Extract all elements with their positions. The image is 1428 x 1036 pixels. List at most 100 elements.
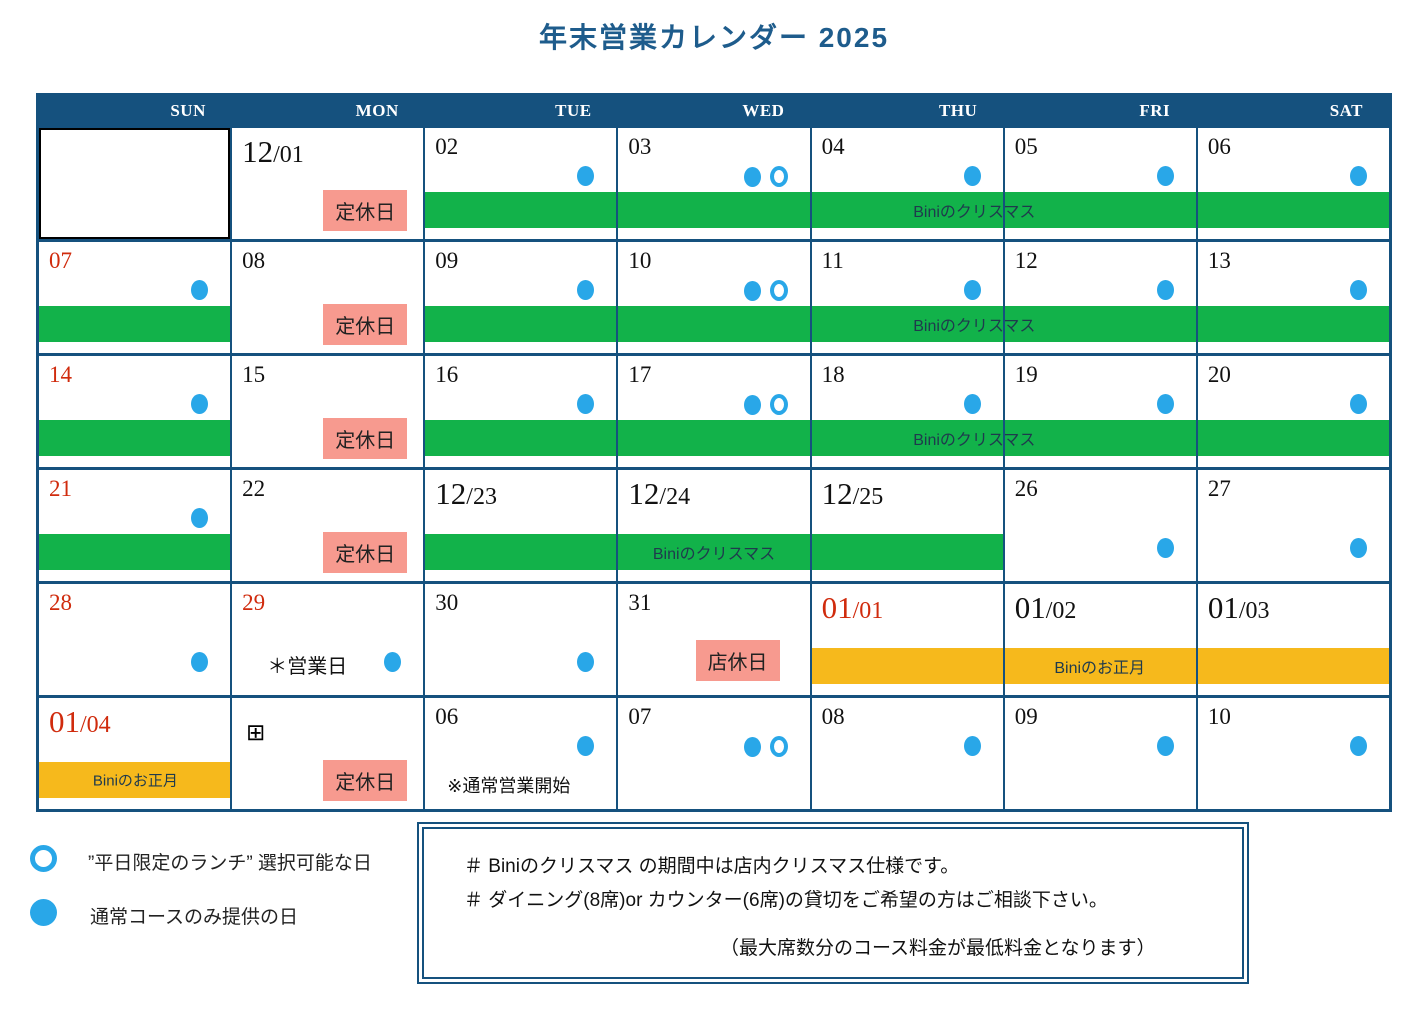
- day-status-dots: [963, 736, 981, 756]
- christmas-bar: [39, 420, 232, 456]
- date-month-part: 01: [821, 590, 853, 625]
- date-label: 26: [1014, 476, 1038, 501]
- date-label: 09: [435, 248, 459, 273]
- date-label: 21: [49, 476, 72, 501]
- filled-dot-icon: [743, 166, 761, 187]
- date-label: 15: [242, 362, 266, 387]
- bar-label: Biniのクリスマス: [913, 432, 1036, 449]
- date-month-part: 01: [1014, 590, 1046, 625]
- day-status-dots: [1156, 538, 1174, 558]
- day-cell: 11: [812, 242, 1005, 353]
- day-status-dots: [963, 394, 981, 414]
- day-status-dots: [743, 280, 788, 301]
- filled-dot-icon: [191, 508, 209, 528]
- day-cell: 09: [425, 242, 619, 353]
- christmas-bar: [39, 534, 232, 570]
- weekday-header: FRI: [1139, 100, 1171, 120]
- note-line-1: ＃ Biniのクリスマス の期間中は店内クリスマス仕様です。: [464, 856, 960, 877]
- date-month-part: 12: [821, 476, 853, 511]
- day-status-dots: [577, 652, 595, 672]
- filled-dot-icon: [1349, 280, 1367, 300]
- day-cell: 12/25: [812, 470, 1005, 581]
- date-day-part: /24: [659, 484, 691, 510]
- date-label: 06: [1207, 134, 1231, 159]
- day-cell: 27: [1198, 470, 1389, 581]
- filled-dot-icon: [1349, 166, 1367, 186]
- date-label: 28: [49, 590, 72, 615]
- week-row: Biniのクリスマス 12/01 定休日 02 03 04 05 06: [39, 125, 1389, 239]
- date-label: 01/02: [1015, 590, 1077, 626]
- date-label: 11: [821, 248, 844, 273]
- filled-dot-icon: [577, 280, 595, 300]
- day-cell: 10: [618, 242, 812, 353]
- page-title: 年末営業カレンダー 2025: [538, 22, 890, 53]
- filled-dot-icon: [963, 736, 981, 756]
- filled-dot-icon: [1349, 538, 1367, 558]
- filled-dot-icon: [577, 652, 595, 672]
- regular-closed-badge: 定休日: [323, 190, 408, 231]
- christmas-bar: Biniのクリスマス: [424, 420, 1389, 456]
- date-label: 05: [1014, 134, 1038, 159]
- missing-glyph-icon: ⊞: [246, 720, 266, 746]
- day-cell: 14: [39, 356, 233, 467]
- day-status-dots: [191, 652, 209, 672]
- shop-holiday-badge: 店休日: [695, 640, 780, 681]
- filled-dot-icon: [191, 394, 209, 414]
- filled-dot-icon: [1156, 538, 1174, 558]
- filled-dot-icon: [384, 652, 402, 672]
- day-cell: 12/23: [425, 470, 619, 581]
- regular-closed-badge: 定休日: [323, 760, 408, 801]
- note-line-3: （最大席数分のコース料金が最低料金となります）: [720, 938, 1156, 959]
- bar-label: Biniのクリスマス: [913, 204, 1036, 221]
- day-cell: 05: [1005, 128, 1198, 239]
- day-status-dots: [1156, 736, 1174, 756]
- day-status-dots: [1349, 280, 1367, 300]
- legend-filled-circle-label: 通常コースのみ提供の日: [90, 907, 299, 928]
- day-cell: 01/02: [1005, 584, 1198, 695]
- regular-closed-badge: 定休日: [323, 418, 408, 459]
- day-cell: 10: [1198, 698, 1389, 809]
- day-status-dots: [191, 508, 209, 528]
- day-status-dots: [577, 166, 595, 186]
- date-day-part: /01: [273, 142, 304, 168]
- filled-dot-icon: [743, 736, 761, 757]
- week-row: Biniのクリスマス 14 15 定休日 16 17 18 19 20: [39, 353, 1389, 467]
- filled-dot-icon: [743, 394, 761, 415]
- open-circle-icon: [769, 280, 788, 301]
- date-label: 01/03: [1208, 590, 1270, 626]
- note-line-2: ＃ ダイニング(8席)or カウンター(6席)の貸切をご希望の方はご相談下さい。: [464, 890, 1108, 911]
- notes-box: ＃ Biniのクリスマス の期間中は店内クリスマス仕様です。 ＃ ダイニング(8…: [417, 822, 1249, 984]
- day-cell: 30: [425, 584, 619, 695]
- newyear-bar: Biniのお正月: [39, 762, 232, 798]
- open-day-note: ＊営業日: [267, 656, 348, 678]
- date-label: 14: [49, 362, 72, 387]
- day-cell: 03: [618, 128, 812, 239]
- date-day-part: /01: [852, 598, 884, 624]
- date-label: 09: [1014, 704, 1038, 729]
- date-label: 01/04: [49, 704, 111, 740]
- date-label: 12/01: [242, 134, 304, 170]
- day-status-dots: [384, 652, 402, 672]
- day-status-dots: [963, 280, 981, 300]
- date-label: 06: [435, 704, 459, 729]
- day-cell: 04: [812, 128, 1005, 239]
- christmas-bar: [39, 306, 232, 342]
- date-label: 19: [1014, 362, 1038, 387]
- date-label: 03: [628, 134, 652, 159]
- day-cell: 12/24: [618, 470, 812, 581]
- date-label: 16: [435, 362, 459, 387]
- day-cell: 06 ※通常営業開始: [425, 698, 619, 809]
- date-label: 18: [821, 362, 845, 387]
- bar-label: Biniのお正月: [1054, 660, 1146, 677]
- day-cell: 21: [39, 470, 233, 581]
- regular-closed-badge: 定休日: [323, 304, 408, 345]
- filled-dot-icon: [963, 280, 981, 300]
- filled-dot-icon: [191, 652, 209, 672]
- day-cell: 08: [812, 698, 1005, 809]
- day-cell: 07: [39, 242, 233, 353]
- date-day-part: /02: [1045, 598, 1077, 624]
- bar-label: Biniのお正月: [92, 772, 178, 790]
- day-status-dots: [743, 166, 788, 187]
- christmas-bar: Biniのクリスマス: [424, 192, 1389, 228]
- weekday-header: MON: [355, 100, 399, 120]
